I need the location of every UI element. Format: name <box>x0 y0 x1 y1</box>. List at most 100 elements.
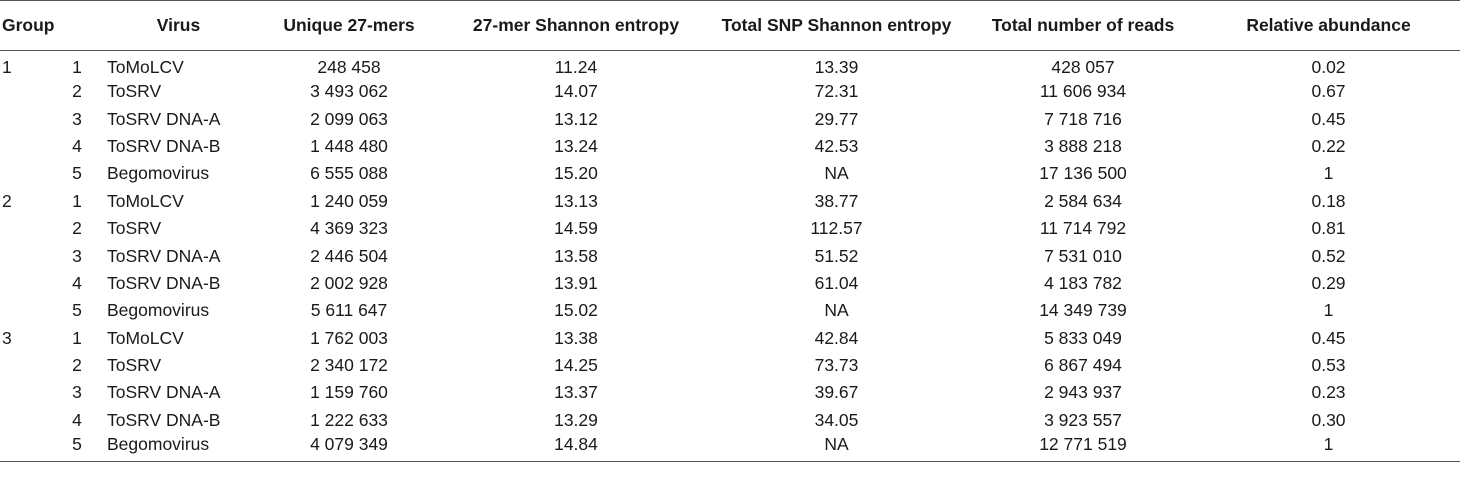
cell-unique-27mers: 1 240 059 <box>310 190 388 211</box>
cell-relative-abundance: 1 <box>1323 163 1334 184</box>
cell-group <box>0 407 47 434</box>
header-total-reads: Total number of reads <box>969 0 1197 51</box>
cell-group <box>0 352 47 379</box>
cell-total-reads: 428 057 <box>1051 57 1115 77</box>
cell-index: 1 <box>72 57 82 77</box>
cell-relative-abundance: 0.53 <box>1311 355 1346 376</box>
cell-total-reads: 7 531 010 <box>1044 245 1122 266</box>
cell-group: 2 <box>2 190 12 211</box>
cell-virus: ToSRV DNA-A <box>107 108 221 129</box>
cell-virus: ToMoLCV <box>107 190 184 211</box>
cell-virus: ToSRV DNA-B <box>107 409 221 430</box>
cell-virus: ToMoLCV <box>107 57 184 77</box>
cell-relative-abundance: 0.22 <box>1311 135 1346 156</box>
cell-snp-entropy: 72.31 <box>814 81 859 102</box>
cell-virus: Begomovirus <box>107 434 250 463</box>
table-row: 5 Begomovirus 6 555 088 15.20 NA 17 136 500 1 <box>0 160 1460 187</box>
cell-unique-27mers: 1 222 633 <box>310 409 388 430</box>
cell-relative-abundance: 0.45 <box>1311 327 1346 348</box>
cell-27mer-entropy: 15.02 <box>554 300 598 321</box>
cell-total-reads: 6 867 494 <box>1044 355 1122 376</box>
cell-total-reads: 3 888 218 <box>1044 135 1122 156</box>
cell-index: 4 <box>72 272 82 293</box>
header-virus: Virus <box>107 0 250 51</box>
cell-27mer-entropy: 15.20 <box>554 163 598 184</box>
cell-group <box>0 133 47 160</box>
table-row: 5 Begomovirus 5 611 647 15.02 NA 14 349 739 1 <box>0 297 1460 324</box>
cell-group: 3 <box>2 327 12 348</box>
table-row: 2 ToSRV 2 340 172 14.25 73.73 6 867 494 0.53 <box>0 352 1460 379</box>
cell-total-reads: 11 606 934 <box>1039 81 1127 102</box>
cell-relative-abundance: 0.23 <box>1311 382 1346 403</box>
cell-index: 5 <box>47 434 107 463</box>
cell-27mer-entropy: 13.38 <box>554 327 598 348</box>
cell-relative-abundance: 0.52 <box>1311 245 1346 266</box>
cell-27mer-entropy: 13.58 <box>554 245 598 266</box>
cell-relative-abundance: 0.18 <box>1311 190 1346 211</box>
cell-index: 3 <box>72 245 82 266</box>
table-row: 3 1 ToMoLCV 1 762 003 13.38 42.84 5 833 049 0.4… <box>0 325 1460 352</box>
header-group: Group <box>0 0 107 51</box>
cell-snp-entropy: 73.73 <box>814 355 859 376</box>
cell-index: 3 <box>72 108 82 129</box>
cell-relative-abundance: 0.30 <box>1311 409 1346 430</box>
cell-virus: ToSRV DNA-A <box>107 245 221 266</box>
cell-27mer-entropy: 13.24 <box>554 135 598 156</box>
cell-relative-abundance: 0.29 <box>1311 272 1346 293</box>
cell-relative-abundance: 0.45 <box>1311 108 1346 129</box>
cell-virus: ToSRV DNA-A <box>107 382 221 403</box>
cell-total-reads: 2 584 634 <box>1044 190 1122 211</box>
cell-snp-entropy: 39.67 <box>814 382 859 403</box>
cell-unique-27mers: 1 448 480 <box>310 135 388 156</box>
table-row: 5 Begomovirus 4 079 349 14.84 NA 12 771 519 1 <box>0 434 1460 463</box>
cell-snp-entropy: 112.57 <box>810 218 863 239</box>
cell-total-reads: 11 714 792 <box>1039 218 1127 239</box>
cell-27mer-entropy: 13.91 <box>554 272 598 293</box>
cell-group <box>0 379 47 406</box>
cell-index: 2 <box>72 355 82 376</box>
header-27mer-entropy: 27-mer Shannon entropy <box>448 0 704 51</box>
cell-total-reads: 12 771 519 <box>969 434 1197 463</box>
cell-group <box>0 242 47 269</box>
cell-virus: ToSRV <box>107 355 162 376</box>
cell-relative-abundance: 0.02 <box>1311 57 1346 77</box>
table-row: 2 ToSRV 3 493 062 14.07 72.31 11 606 934 0.67 <box>0 78 1460 105</box>
cell-total-reads: 3 923 557 <box>1044 409 1122 430</box>
cell-unique-27mers: 1 762 003 <box>310 327 388 348</box>
cell-group <box>0 78 47 105</box>
cell-index: 4 <box>72 409 82 430</box>
cell-snp-entropy: 42.84 <box>814 327 859 348</box>
cell-27mer-entropy: 14.25 <box>554 355 598 376</box>
cell-virus: ToMoLCV <box>107 327 184 348</box>
cell-27mer-entropy: 13.12 <box>554 108 598 129</box>
cell-27mer-entropy: 14.07 <box>554 81 598 102</box>
table-body: 1 1 ToMoLCV 248 458 11.24 13.39 428 057 0.02 2 To… <box>0 51 1460 463</box>
cell-virus: ToSRV DNA-B <box>107 135 221 156</box>
cell-snp-entropy: 34.05 <box>814 409 859 430</box>
cell-snp-entropy: 51.52 <box>814 245 859 266</box>
cell-virus: ToSRV <box>107 218 162 239</box>
cell-relative-abundance: 0.67 <box>1311 81 1346 102</box>
cell-unique-27mers: 1 159 760 <box>310 382 388 403</box>
cell-index: 1 <box>72 327 82 348</box>
cell-index: 3 <box>72 382 82 403</box>
cell-snp-entropy: 61.04 <box>814 272 859 293</box>
cell-snp-entropy: NA <box>824 300 849 321</box>
cell-index: 2 <box>72 81 82 102</box>
header-unique-27mers: Unique 27-mers <box>250 0 448 51</box>
cell-virus: ToSRV <box>107 81 162 102</box>
cell-unique-27mers: 3 493 062 <box>310 81 388 102</box>
cell-27mer-entropy: 14.59 <box>554 218 598 239</box>
cell-total-reads: 14 349 739 <box>1039 300 1127 321</box>
cell-unique-27mers: 5 611 647 <box>310 300 388 321</box>
cell-group <box>0 105 47 132</box>
header-row: Group Virus Unique 27-mers 27-mer Shanno… <box>0 0 1460 51</box>
table-row: 3 ToSRV DNA-A 2 099 063 13.12 29.77 7 718 716… <box>0 105 1460 132</box>
cell-total-reads: 5 833 049 <box>1044 327 1122 348</box>
cell-index: 5 <box>72 300 82 321</box>
cell-index: 4 <box>72 135 82 156</box>
cell-relative-abundance: 1 <box>1323 300 1334 321</box>
cell-unique-27mers: 4 369 323 <box>310 218 388 239</box>
cell-total-reads: 2 943 937 <box>1044 382 1122 403</box>
cell-virus: Begomovirus <box>107 163 210 184</box>
